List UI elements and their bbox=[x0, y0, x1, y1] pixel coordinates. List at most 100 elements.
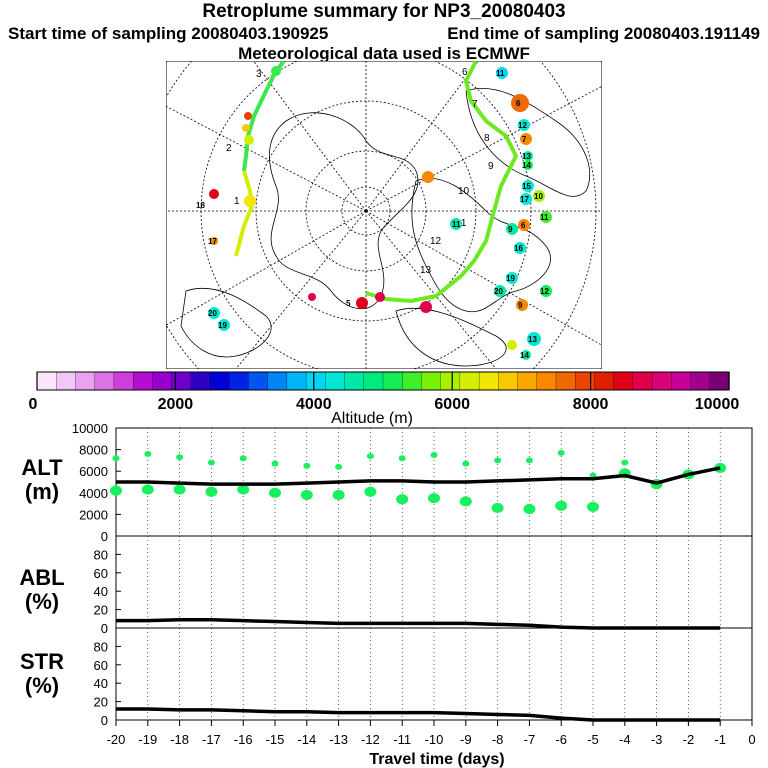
y-tick-label: 80 bbox=[94, 639, 108, 654]
cluster-label: 19 bbox=[218, 321, 227, 330]
x-tick-label: -8 bbox=[492, 732, 504, 747]
cluster-label: 7 bbox=[522, 135, 527, 144]
cluster-dot bbox=[540, 285, 552, 297]
cluster-point bbox=[428, 493, 440, 504]
cluster-point bbox=[366, 453, 374, 460]
y-tick-label: 8000 bbox=[79, 443, 108, 458]
track-label: 13 bbox=[420, 265, 432, 276]
track-label: 1 bbox=[234, 196, 240, 207]
cluster-dot bbox=[523, 160, 533, 170]
cluster-point bbox=[271, 460, 279, 467]
alt-panel: 0 2000 4000 6000 8000 10000 bbox=[72, 421, 753, 544]
cluster-dot bbox=[523, 151, 533, 161]
right-track bbox=[365, 61, 519, 304]
colorbar-tick-label: 8000 bbox=[573, 396, 609, 413]
str-line bbox=[116, 707, 721, 722]
y-tick-label: 0 bbox=[101, 529, 108, 544]
cluster-dot bbox=[242, 124, 250, 132]
alt-label-line1: ALT bbox=[21, 455, 63, 480]
cluster-dot bbox=[506, 272, 518, 284]
abl-line bbox=[116, 617, 721, 630]
abl-label-line1: ABL bbox=[19, 565, 65, 590]
cluster-label: 17 bbox=[208, 237, 217, 246]
cluster-dot bbox=[527, 332, 541, 346]
cluster-point bbox=[112, 455, 120, 462]
x-tick-label: -17 bbox=[202, 732, 221, 747]
y-tick-label: 60 bbox=[94, 566, 108, 581]
alt-mean-line bbox=[116, 466, 721, 486]
y-tick-label: 60 bbox=[94, 658, 108, 673]
cluster-label: 12 bbox=[518, 121, 527, 130]
cluster-dot bbox=[516, 299, 528, 311]
x-tick-label: -7 bbox=[524, 732, 536, 747]
cluster-dot bbox=[514, 242, 526, 254]
cluster-label: 11 bbox=[452, 220, 461, 229]
x-tick-label: -2 bbox=[683, 732, 695, 747]
cluster-label: 14 bbox=[520, 351, 529, 360]
cluster-point bbox=[144, 450, 152, 457]
x-tick-label: -3 bbox=[651, 732, 663, 747]
cluster-point bbox=[491, 502, 504, 514]
cluster-label: 5 bbox=[346, 299, 351, 308]
str-label-line2: (%) bbox=[24, 673, 60, 698]
y-tick-label: 6000 bbox=[79, 464, 108, 479]
cluster-point bbox=[557, 449, 565, 456]
cluster-label: 17 bbox=[520, 195, 529, 204]
cluster-dot bbox=[218, 319, 230, 331]
cluster-point bbox=[176, 454, 184, 461]
track-label: 2 bbox=[226, 143, 232, 154]
cluster-dot bbox=[520, 133, 532, 145]
track-label: 12 bbox=[430, 236, 442, 247]
cluster-label: 10 bbox=[534, 192, 543, 201]
cluster-dot bbox=[450, 218, 462, 230]
cluster-dot bbox=[356, 297, 368, 309]
track-label: 3 bbox=[256, 69, 262, 80]
panel-frame bbox=[115, 627, 753, 721]
cluster-point bbox=[332, 489, 345, 501]
track-label: 9 bbox=[488, 161, 494, 172]
cluster-label: 15 bbox=[522, 182, 531, 191]
x-tick-label: -9 bbox=[460, 732, 472, 747]
colorbar-tick-label: 0 bbox=[29, 396, 38, 413]
track-marker bbox=[271, 66, 281, 76]
coastline bbox=[411, 177, 551, 313]
x-tick-label: -16 bbox=[234, 732, 253, 747]
track-label: 10 bbox=[458, 186, 470, 197]
cluster-dot bbox=[533, 190, 545, 202]
x-tick-label: -4 bbox=[619, 732, 631, 747]
colorbar-label: Altitude (m) bbox=[331, 410, 413, 427]
cluster-point bbox=[205, 486, 218, 497]
x-tick-label: -1 bbox=[714, 732, 726, 747]
x-tick-label: -10 bbox=[425, 732, 444, 747]
cluster-label: 11 bbox=[496, 69, 505, 78]
colorbar-tick-label: 6000 bbox=[434, 396, 470, 413]
panel-frame bbox=[115, 535, 753, 629]
y-tick-label: 20 bbox=[94, 603, 108, 618]
cluster-dot bbox=[540, 211, 552, 223]
cluster-dot bbox=[494, 285, 506, 297]
cluster-label: 6 bbox=[521, 221, 526, 230]
cluster-dot bbox=[520, 193, 532, 205]
y-tick-label: 4000 bbox=[79, 486, 108, 501]
end-time-label: End time of sampling 20080403.191149 bbox=[447, 24, 760, 43]
cluster-point bbox=[207, 459, 215, 466]
cluster-label: 18 bbox=[196, 201, 205, 210]
colorbar-tick-label: 2000 bbox=[158, 396, 194, 413]
y-tick-label: 80 bbox=[94, 547, 108, 562]
cluster-dot bbox=[518, 219, 530, 231]
str-label-line1: STR bbox=[20, 649, 64, 674]
cluster-point bbox=[364, 486, 377, 497]
cluster-point bbox=[303, 462, 311, 469]
cluster-point bbox=[239, 455, 247, 462]
track-label: 8 bbox=[484, 133, 490, 144]
cluster-label: 13 bbox=[522, 152, 531, 161]
x-tick-label: -19 bbox=[138, 732, 157, 747]
abl-panel-label: ABL (%) bbox=[2, 566, 82, 614]
cluster-dot bbox=[518, 119, 530, 131]
start-time-label: Start time of sampling 20080403.190925 bbox=[8, 24, 329, 43]
x-tick-label: 0 bbox=[748, 732, 755, 747]
y-tick-label: 2000 bbox=[79, 507, 108, 522]
cluster-label: 14 bbox=[522, 161, 531, 170]
cluster-dot bbox=[308, 293, 316, 301]
alt-panel-label: ALT (m) bbox=[2, 456, 82, 504]
